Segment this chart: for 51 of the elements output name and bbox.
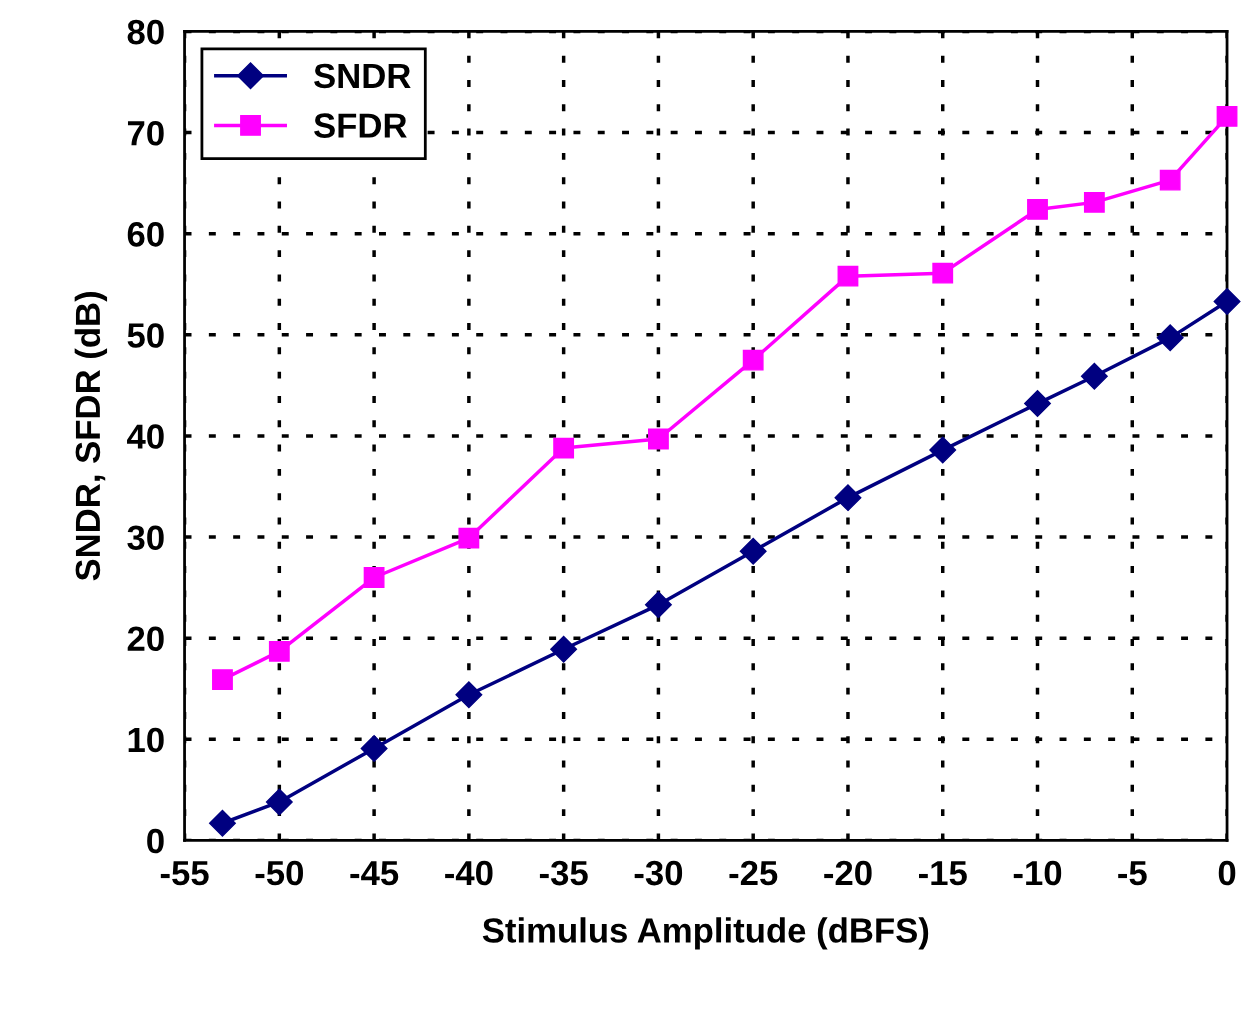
point <box>1156 324 1184 352</box>
y-tick-label: 70 <box>127 120 164 146</box>
point <box>363 567 385 588</box>
point <box>1159 169 1181 191</box>
x-tick-label: -20 <box>824 860 872 886</box>
x-axis-title: Stimulus Amplitude (dBFS) <box>482 917 929 950</box>
x-tick-label: -5 <box>1118 861 1147 886</box>
point <box>212 669 233 691</box>
point <box>455 681 483 709</box>
point <box>647 428 669 450</box>
point <box>553 437 575 459</box>
point <box>1024 390 1051 418</box>
point <box>360 734 388 762</box>
point <box>209 809 236 837</box>
y-tick-label: 10 <box>128 727 164 753</box>
point <box>1083 191 1105 213</box>
point <box>1080 362 1108 390</box>
y-tick-label: 0 <box>147 828 164 854</box>
point <box>932 262 954 284</box>
point <box>739 537 767 565</box>
x-tick-label: -15 <box>919 861 967 886</box>
x-tick-label: -45 <box>350 861 399 886</box>
x-tick-label: -10 <box>1013 860 1062 886</box>
point <box>1027 199 1048 220</box>
x-tick-label: -35 <box>539 860 588 886</box>
point <box>929 436 957 464</box>
point <box>458 527 480 549</box>
point <box>550 635 578 663</box>
legend-label: SFDR <box>314 113 407 138</box>
y-tick-label: 20 <box>127 626 164 652</box>
x-tick-label: -50 <box>255 860 303 886</box>
x-tick-label: -55 <box>160 861 209 886</box>
x-tick-label: -40 <box>445 860 493 886</box>
y-axis-title: SNDR, SFDR (dB) <box>74 292 108 581</box>
x-tick-label: 0 <box>1218 860 1236 886</box>
point <box>268 640 290 662</box>
point <box>644 591 672 619</box>
point <box>837 265 859 287</box>
y-tick-label: 60 <box>127 222 164 247</box>
y-tick-label: 30 <box>127 525 164 551</box>
y-tick-label: 80 <box>127 19 164 45</box>
point <box>1213 287 1241 315</box>
point <box>1216 105 1238 127</box>
point <box>834 484 862 512</box>
y-tick-label: 50 <box>127 323 164 348</box>
x-tick-label: -25 <box>729 860 778 886</box>
legend-label: SNDR <box>314 63 411 89</box>
x-tick-label: -30 <box>634 860 683 886</box>
point <box>265 788 293 816</box>
y-tick-label: 40 <box>127 424 164 449</box>
point <box>742 349 764 371</box>
